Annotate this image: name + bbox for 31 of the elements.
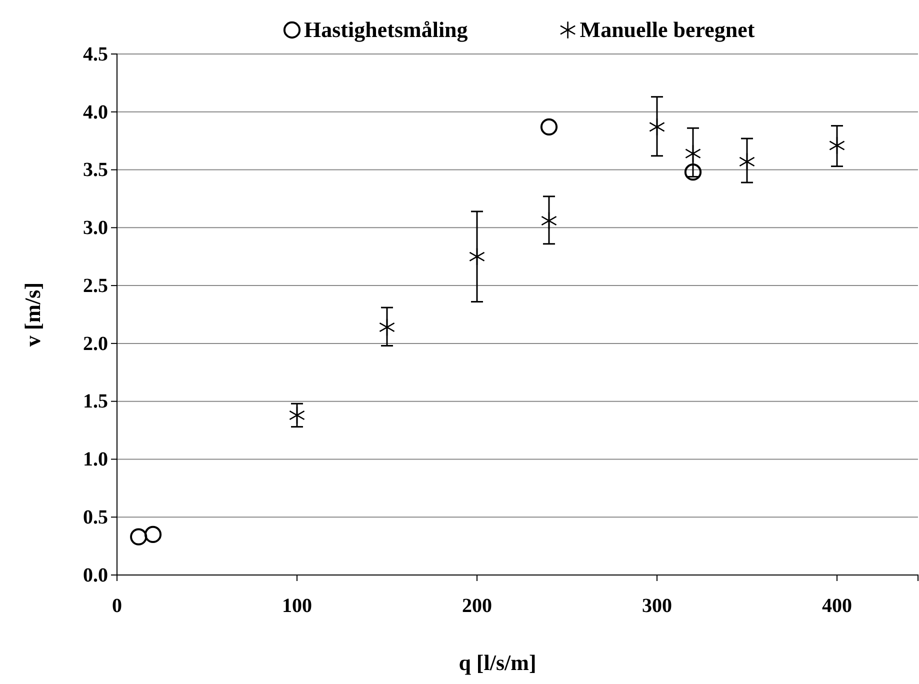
legend-label: Hastighetsmåling: [304, 17, 468, 42]
y-tick-label: 0.5: [83, 506, 108, 529]
point: [130, 528, 148, 546]
point: [540, 118, 558, 136]
point: [739, 152, 755, 171]
y-tick-label: 1.5: [83, 390, 108, 413]
x-axis-title: q [l/s/m]: [458, 650, 536, 675]
point: [685, 144, 701, 163]
y-tick-label: 3.0: [83, 217, 108, 240]
legend-label: Manuelle beregnet: [580, 17, 756, 42]
y-tick-label: 4.0: [83, 101, 108, 124]
point: [469, 248, 485, 266]
point: [379, 318, 395, 336]
y-tick-label: 3.5: [83, 159, 108, 182]
y-tick-label: 4.5: [83, 43, 108, 66]
x-tick-label: 300: [642, 595, 672, 617]
point: [829, 136, 845, 155]
x-tick-label: 400: [822, 595, 852, 617]
point: [144, 526, 162, 544]
x-tick-label: 200: [462, 595, 492, 617]
y-tick-label: 2.5: [83, 274, 108, 297]
point: [541, 212, 557, 230]
point: [649, 118, 665, 136]
y-tick-label: 0.0: [83, 564, 108, 586]
point: [289, 406, 305, 424]
x-tick-label: 0: [112, 595, 122, 617]
x-tick-label: 100: [282, 595, 312, 617]
y-tick-label: 2.0: [83, 332, 108, 355]
point: [684, 164, 702, 181]
y-axis-title: v [m/s]: [20, 282, 45, 347]
y-tick-label: 1.0: [83, 448, 108, 471]
